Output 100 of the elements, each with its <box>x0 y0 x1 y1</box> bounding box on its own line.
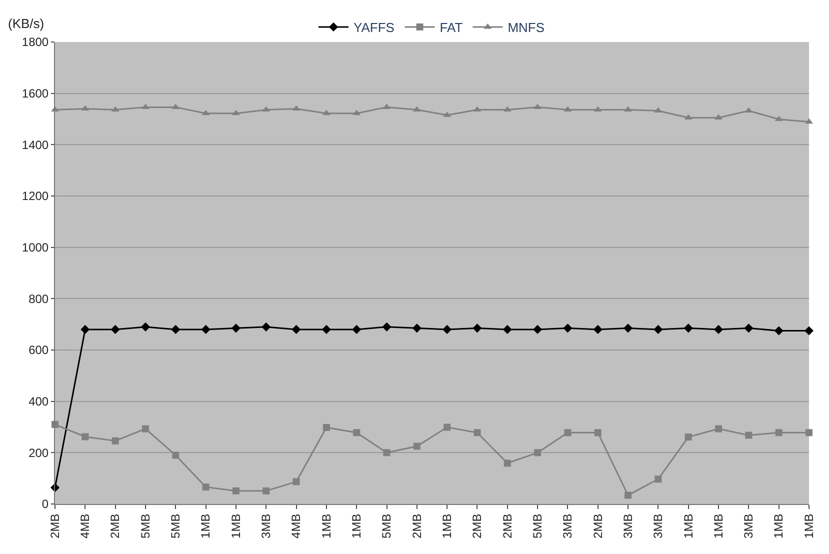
x-tick-label: 1MB <box>711 514 726 538</box>
x-tick-label: 1MB <box>440 514 454 538</box>
x-tick-label: 1MB <box>198 514 213 538</box>
point <box>563 324 572 333</box>
y-tick-label: 0 <box>42 497 49 512</box>
point <box>502 324 512 334</box>
x-tick-label: 5MB <box>530 514 544 538</box>
point <box>473 106 482 112</box>
point <box>654 324 663 334</box>
point <box>624 106 632 112</box>
point <box>292 478 300 486</box>
point <box>564 106 572 112</box>
point <box>412 324 422 333</box>
point <box>172 452 180 459</box>
legend-label: YAFFS <box>354 20 395 36</box>
y-tick-label: 1800 <box>22 35 49 50</box>
y-tick-label: 200 <box>28 446 49 460</box>
point <box>353 429 360 436</box>
point <box>593 324 602 334</box>
point <box>82 433 89 440</box>
point <box>654 107 662 113</box>
point <box>262 322 271 332</box>
x-tick-label: 1MB <box>228 514 243 538</box>
point <box>111 106 120 112</box>
point <box>383 449 390 456</box>
point <box>352 324 362 334</box>
point <box>504 460 511 467</box>
point <box>654 476 662 483</box>
point <box>412 106 421 112</box>
x-tick-label: 1MB <box>350 514 364 538</box>
y-tick-label: 1400 <box>22 138 49 152</box>
point <box>745 432 752 439</box>
legend-label: FAT <box>440 20 463 36</box>
x-tick-label: 2MB <box>500 514 514 538</box>
y-tick-label: 400 <box>28 394 49 409</box>
point <box>444 424 451 431</box>
point <box>382 322 392 332</box>
x-tick-label: 3MB <box>259 514 274 538</box>
y-tick-label: 600 <box>28 343 49 358</box>
point <box>110 324 120 334</box>
point <box>714 324 724 334</box>
y-tick-label: 1000 <box>22 240 49 255</box>
x-tick-label: 1MB <box>319 514 334 538</box>
x-tick-label: 2MB <box>470 514 484 538</box>
y-tick-label: 1600 <box>22 86 49 101</box>
y-tick-label: 1200 <box>22 189 49 204</box>
x-tick-label: 5MB <box>138 514 152 538</box>
point <box>774 116 783 122</box>
point <box>232 487 240 494</box>
point <box>472 324 482 333</box>
legend-label: MNFS <box>508 20 545 36</box>
point <box>142 425 149 432</box>
point <box>80 324 90 334</box>
point <box>533 324 542 334</box>
point <box>804 326 814 336</box>
point <box>262 487 270 494</box>
point <box>140 322 150 332</box>
x-tick-label: 2MB <box>108 514 122 538</box>
x-tick-label: 1MB <box>772 514 786 538</box>
point <box>715 425 722 432</box>
point <box>322 424 330 432</box>
point <box>503 106 512 112</box>
point <box>112 437 119 444</box>
point <box>201 324 210 334</box>
point <box>623 324 633 333</box>
x-tick-label: 5MB <box>168 514 183 538</box>
point <box>774 326 784 336</box>
x-tick-label: 4MB <box>78 514 92 538</box>
x-tick-label: 3MB <box>742 514 756 538</box>
x-tick-label: 4MB <box>289 514 304 538</box>
point <box>684 324 693 333</box>
point <box>775 429 782 436</box>
x-tick-label: 5MB <box>380 514 394 538</box>
point <box>352 110 361 116</box>
point <box>322 110 330 116</box>
point <box>442 324 452 334</box>
x-tick-label: 1MB <box>802 514 816 538</box>
point <box>474 429 481 436</box>
x-tick-label: 1MB <box>681 514 696 538</box>
point <box>534 449 542 456</box>
point <box>594 429 602 436</box>
point <box>171 324 180 334</box>
point <box>231 324 241 333</box>
point <box>594 106 602 112</box>
x-tick-label: 2MB <box>410 514 424 538</box>
x-tick-label: 2MB <box>48 514 62 538</box>
point <box>413 442 420 450</box>
y-tick-label: 800 <box>28 292 49 306</box>
point <box>262 106 270 112</box>
point <box>806 429 812 436</box>
point <box>744 107 753 113</box>
x-tick-label: 2MB <box>590 514 605 538</box>
y-axis-title: (KB/s) <box>8 16 44 31</box>
point <box>624 492 632 499</box>
point <box>744 324 754 333</box>
point <box>292 324 301 334</box>
point <box>202 110 210 116</box>
point <box>684 434 692 441</box>
point <box>202 484 210 491</box>
point <box>232 110 240 116</box>
